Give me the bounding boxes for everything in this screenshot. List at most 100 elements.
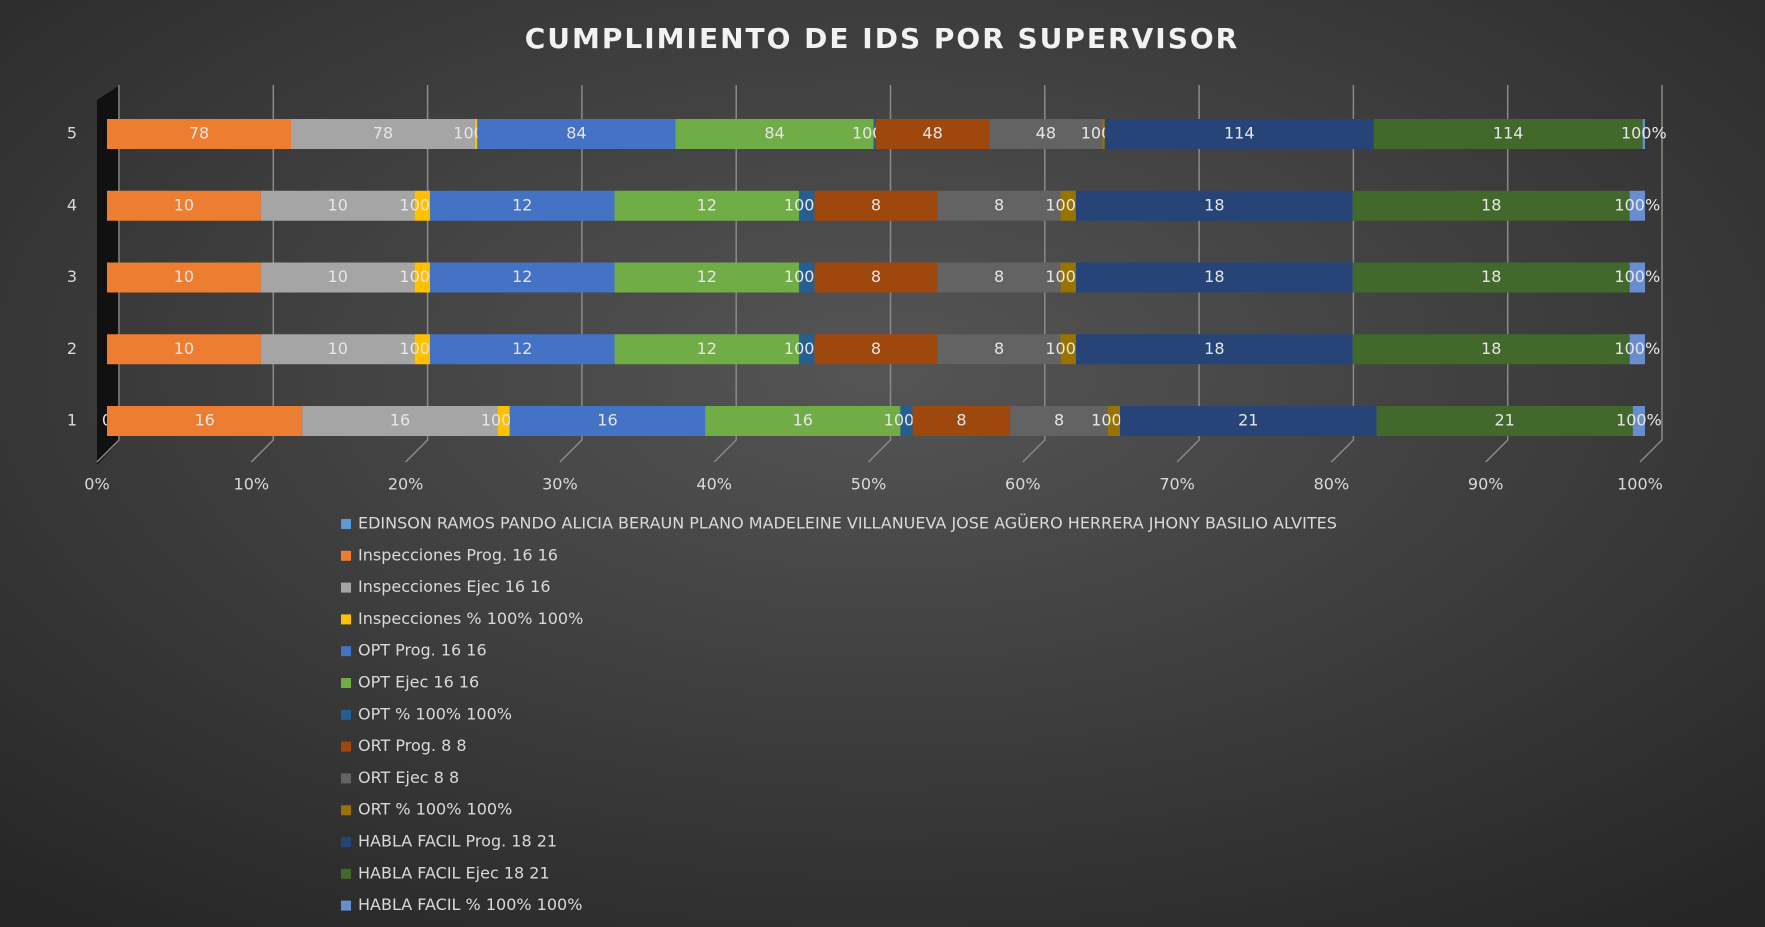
data-label: 16	[597, 411, 617, 430]
x-tick-label: 50%	[851, 475, 887, 494]
legend-label: OPT % 100% 100%	[358, 704, 512, 723]
data-label: 8	[871, 195, 881, 214]
bar-segment	[414, 334, 430, 365]
data-label: 10	[328, 339, 348, 358]
bar-segment	[876, 119, 990, 149]
data-label: 78	[373, 124, 393, 143]
x-tick-label: 70%	[1159, 475, 1195, 494]
bar-segment	[1104, 119, 1374, 149]
bar-segment	[873, 119, 876, 149]
bar-segment	[1373, 119, 1643, 149]
legend-label: ORT % 100% 100%	[358, 800, 512, 819]
data-label: 12	[512, 195, 532, 214]
data-label: 18	[1204, 195, 1224, 214]
bar-segment	[107, 190, 261, 221]
legend-marker	[341, 773, 351, 784]
legend-label: ORT Ejec 8 8	[358, 768, 459, 787]
bar-segment	[429, 190, 615, 221]
chart-title: CUMPLIMIENTO DE IDS POR SUPERVISOR	[525, 22, 1239, 55]
data-label: 8	[994, 267, 1004, 286]
data-label: 10	[174, 339, 194, 358]
data-label: 8	[956, 411, 966, 430]
bar-segment	[814, 190, 938, 221]
bar-segment	[614, 262, 800, 293]
data-label: 12	[512, 267, 532, 286]
bar-segment	[989, 119, 1103, 149]
data-label: 8	[994, 195, 1004, 214]
data-label: 78	[189, 124, 209, 143]
bar-segment	[705, 406, 901, 436]
bar-segment	[107, 262, 261, 293]
x-tick-label: 60%	[1005, 475, 1041, 494]
data-label: 18	[1204, 339, 1224, 358]
legend-marker	[341, 678, 351, 688]
legend-label: ORT Prog. 8 8	[358, 736, 467, 755]
x-tick-label: 100%	[1617, 475, 1663, 494]
bar-segment	[799, 262, 815, 293]
bar-segment	[290, 119, 475, 149]
bar-segment	[414, 262, 430, 293]
data-label: 100%	[1614, 195, 1660, 214]
data-label: 8	[871, 339, 881, 358]
bar-segment	[937, 334, 1061, 365]
legend-label: OPT Ejec 16 16	[358, 673, 479, 692]
data-label: 18	[1481, 339, 1501, 358]
legend-marker	[341, 868, 351, 879]
x-tick-label: 90%	[1468, 475, 1504, 494]
legend-marker	[341, 550, 351, 561]
x-tick-label: 0%	[84, 475, 109, 494]
legend-marker	[341, 805, 351, 816]
data-label: 12	[512, 339, 532, 358]
data-label: 48	[1036, 124, 1056, 143]
y-tick-label: 2	[67, 339, 77, 358]
data-label: 18	[1481, 267, 1501, 286]
data-label: 8	[994, 339, 1004, 358]
legend-marker	[341, 614, 351, 625]
bar-segment	[614, 334, 800, 365]
data-label: 21	[1238, 411, 1258, 430]
bar-segment	[799, 334, 815, 365]
bar-segment	[1075, 334, 1353, 365]
legend-label: Inspecciones Ejec 16 16	[358, 577, 551, 596]
legend-marker	[341, 519, 351, 529]
data-label: 12	[697, 267, 717, 286]
legend-marker	[341, 582, 351, 593]
bar-segment	[1352, 262, 1630, 293]
data-label: 10	[174, 195, 194, 214]
bar-segment	[260, 334, 415, 365]
x-tick-label: 80%	[1314, 475, 1350, 494]
legend-marker	[341, 646, 351, 657]
bar-segment	[1060, 334, 1076, 365]
bar-segment	[1060, 190, 1076, 221]
bar-segment	[937, 262, 1061, 293]
legend-label: Inspecciones Prog. 16 16	[358, 545, 558, 564]
data-label: 16	[390, 411, 410, 430]
bar-segment	[1629, 190, 1645, 221]
bar-segment	[1352, 334, 1630, 365]
data-label: 18	[1481, 195, 1501, 214]
data-label: 84	[566, 124, 586, 143]
data-label: 84	[764, 124, 784, 143]
y-tick-label: 5	[67, 124, 77, 143]
legend-label: HABLA FACIL Ejec 18 21	[358, 863, 550, 882]
bar-segment	[814, 334, 938, 365]
bar-segment	[1642, 119, 1645, 149]
legend-marker	[341, 900, 351, 911]
y-tick-label: 1	[67, 411, 77, 430]
x-tick-label: 20%	[388, 475, 424, 494]
data-label: 8	[1054, 411, 1064, 430]
bar-segment	[107, 119, 291, 149]
bar-segment	[1107, 406, 1121, 436]
bar-segment	[497, 406, 510, 436]
legend-label: HABLA FACIL Prog. 18 21	[358, 832, 557, 851]
legend-label: OPT Prog. 16 16	[358, 641, 487, 660]
bar-segment	[1075, 190, 1353, 221]
legend-label: Inspecciones % 100% 100%	[358, 609, 583, 628]
data-label: 10	[174, 267, 194, 286]
bar-segment	[1102, 119, 1105, 149]
bar-segment	[509, 406, 706, 436]
x-tick-label: 40%	[696, 475, 732, 494]
legend-label: HABLA FACIL % 100% 100%	[358, 895, 582, 914]
